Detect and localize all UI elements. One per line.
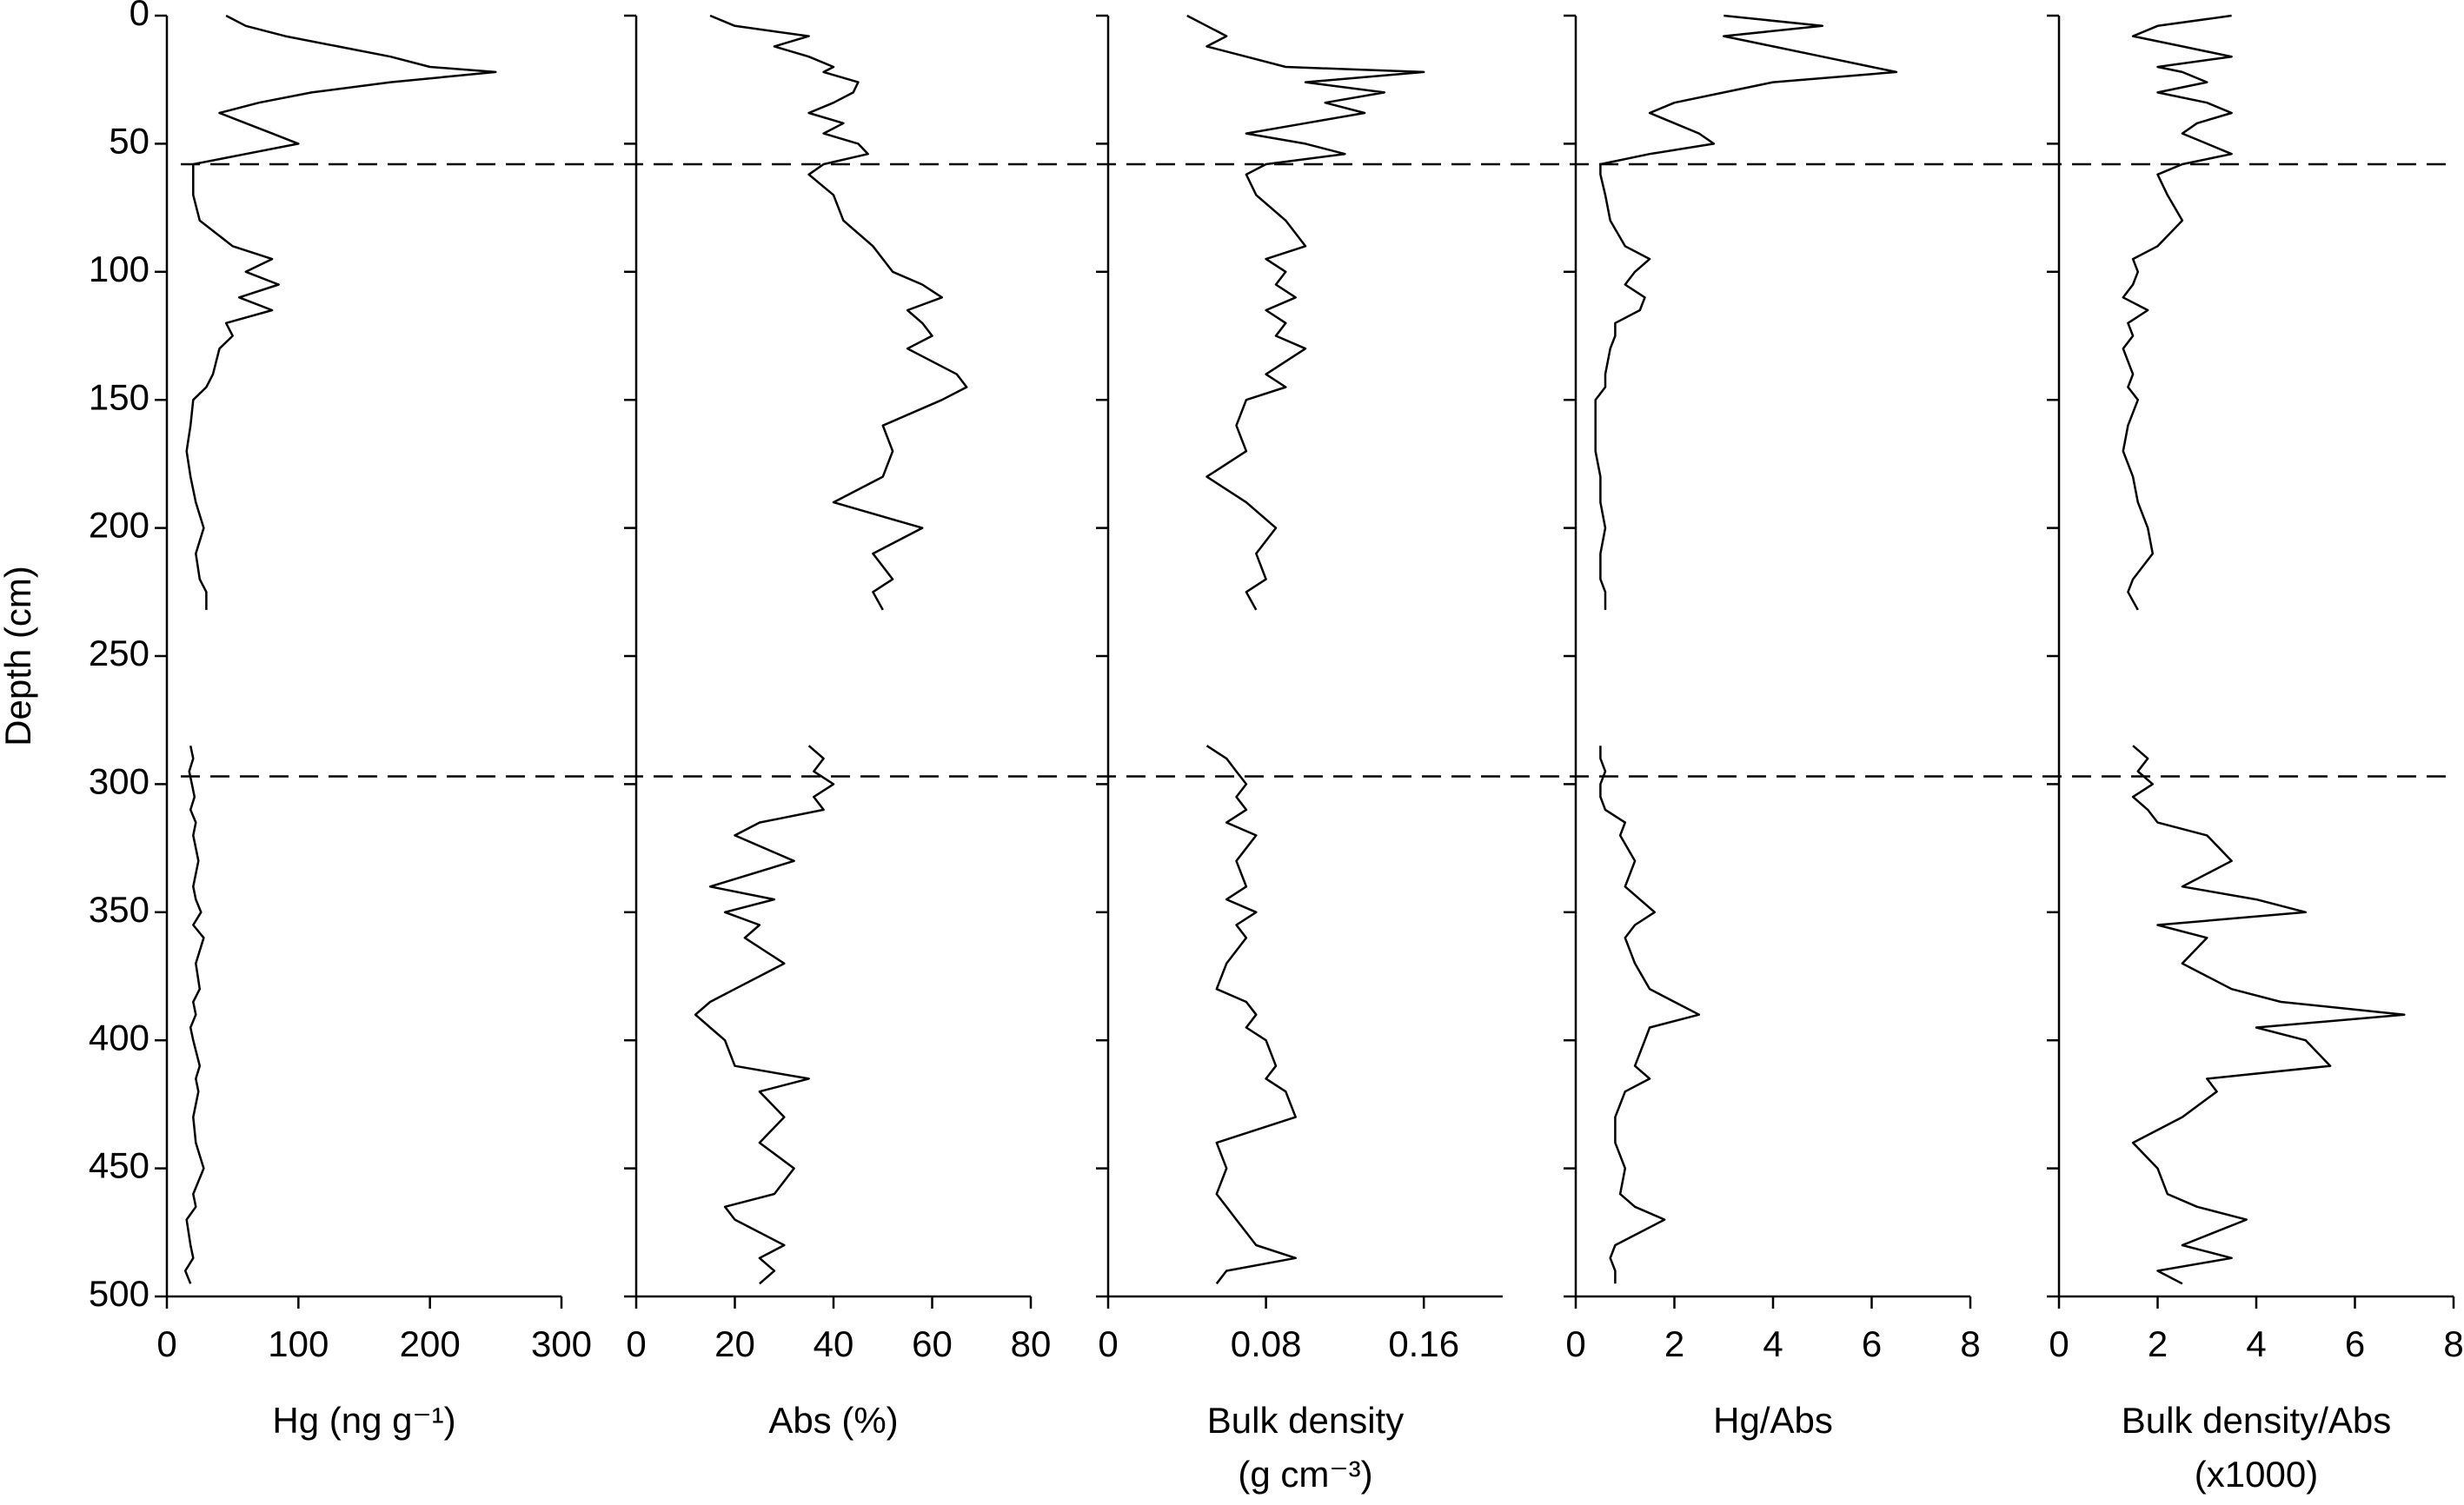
x-tick-label: 0.08: [1231, 1323, 1302, 1364]
x-tick-label: 40: [814, 1323, 854, 1364]
data-line: [1186, 14, 1425, 1285]
x-tick-label: 60: [912, 1323, 953, 1364]
x-tick-label: 80: [1011, 1323, 1052, 1364]
data-line: [1594, 14, 1898, 1284]
x-tick-label: 2: [1664, 1323, 1684, 1364]
y-axis-label: Depth (cm): [0, 566, 38, 746]
x-tick-label: 6: [1862, 1323, 1882, 1364]
x-tick-label: 0: [156, 1323, 176, 1364]
x-tick-label: 2: [2148, 1323, 2168, 1364]
y-tick-label: 200: [89, 505, 149, 546]
y-tick-label: 400: [89, 1017, 149, 1057]
x-tick-label: 0: [626, 1323, 646, 1364]
y-tick-label: 300: [89, 760, 149, 801]
x-tick-label: 200: [400, 1323, 461, 1364]
x-axis-label: Bulk density/Abs: [2122, 1400, 2392, 1441]
x-axis-label: Abs (%): [768, 1400, 898, 1441]
y-tick-label: 500: [89, 1273, 149, 1314]
x-tick-label: 8: [1960, 1323, 1980, 1364]
x-tick-label: 6: [2345, 1323, 2365, 1364]
x-axis-label: Bulk density: [1207, 1400, 1404, 1441]
x-tick-label: 20: [714, 1323, 755, 1364]
x-tick-label: 4: [2246, 1323, 2266, 1364]
x-tick-label: 0: [1098, 1323, 1118, 1364]
x-tick-label: 4: [1763, 1323, 1783, 1364]
x-tick-label: 0.16: [1388, 1323, 1459, 1364]
y-tick-label: 150: [89, 376, 149, 417]
y-tick-label: 0: [130, 0, 149, 33]
y-tick-label: 250: [89, 633, 149, 673]
x-tick-label: 0: [1565, 1323, 1585, 1364]
x-tick-label: 0: [2049, 1323, 2069, 1364]
x-axis-label: (g cm⁻³): [1238, 1454, 1372, 1495]
y-tick-label: 50: [109, 120, 149, 161]
y-tick-label: 450: [89, 1145, 149, 1186]
x-tick-label: 100: [268, 1323, 329, 1364]
x-tick-label: 300: [531, 1323, 592, 1364]
x-tick-label: 8: [2443, 1323, 2463, 1364]
data-line: [183, 14, 497, 1284]
x-axis-label: Hg/Abs: [1713, 1400, 1833, 1441]
x-axis-label: Hg (ng g⁻¹): [272, 1400, 455, 1441]
y-tick-label: 350: [89, 889, 149, 930]
data-line: [2122, 14, 2406, 1285]
x-axis-label: (x1000): [2195, 1454, 2318, 1495]
y-tick-label: 100: [89, 249, 149, 289]
data-line: [694, 14, 968, 1285]
